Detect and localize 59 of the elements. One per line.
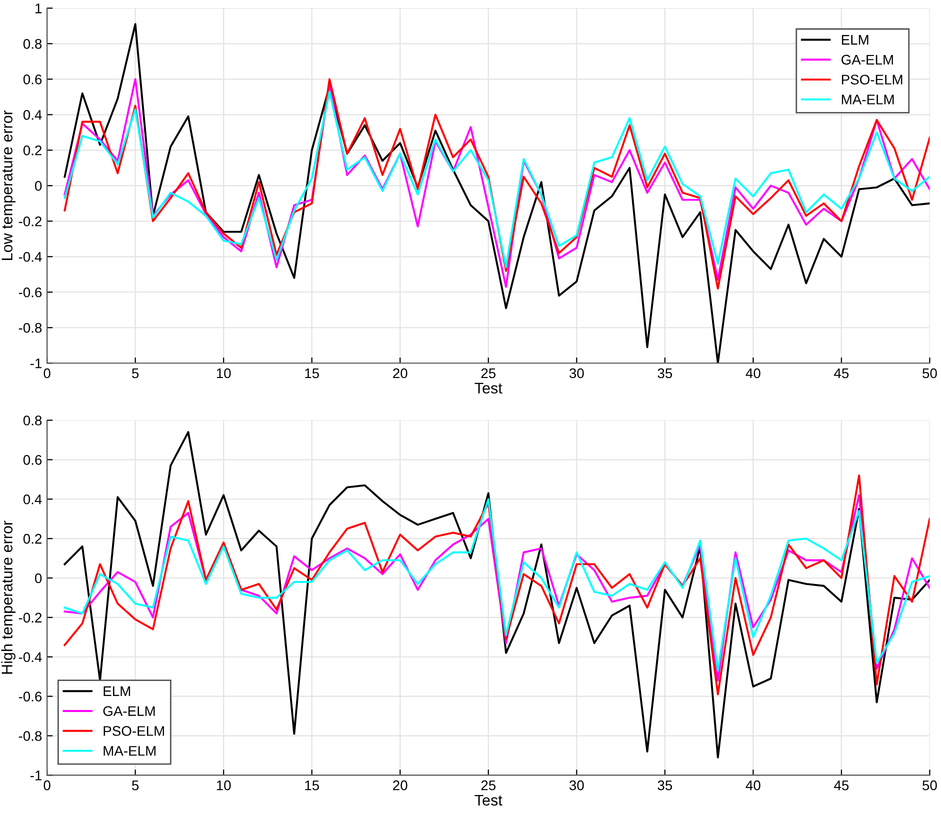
y-tick-label: -0.6 xyxy=(18,692,42,702)
legend-label: MA-ELM xyxy=(104,746,156,756)
legend-label: GA-ELM xyxy=(103,706,155,716)
x-tick-label: 35 xyxy=(658,780,672,790)
y-tick-label: 0.6 xyxy=(23,74,42,84)
y-tick-label: 0 xyxy=(35,573,42,584)
y-tick-label: 0.8 xyxy=(23,416,42,426)
x-tick-label: 40 xyxy=(746,368,760,378)
legend-label: ELM xyxy=(842,35,868,45)
y-tick-label: 0.2 xyxy=(23,534,42,544)
x-tick-label: 25 xyxy=(481,368,496,378)
line-series xyxy=(64,90,930,268)
x-tick-label: 5 xyxy=(132,368,139,378)
legend-label: MA-ELM xyxy=(842,94,894,104)
y-tick-label: 0.6 xyxy=(23,455,42,465)
y-tick-label: 0.4 xyxy=(23,110,42,120)
x-tick-label: 20 xyxy=(393,368,408,378)
y-tick-label: 0 xyxy=(35,180,42,191)
y-tick-label: 1 xyxy=(36,4,42,14)
line-series xyxy=(64,23,930,364)
y-tick-label: -1 xyxy=(30,770,42,780)
y-axis-title: High temperature error xyxy=(1,520,16,674)
y-tick-label: -1 xyxy=(30,358,42,368)
y-tick-label: -0.2 xyxy=(18,612,42,623)
x-axis-title: Test xyxy=(474,382,502,394)
legend-label: GA-ELM xyxy=(842,54,893,65)
x-tick-label: 20 xyxy=(393,780,408,790)
x-tick-label: 30 xyxy=(569,780,584,790)
legend-label: PSO-ELM xyxy=(842,74,902,85)
x-tick-label: 5 xyxy=(132,780,139,790)
legend-label: ELM xyxy=(104,686,130,696)
y-tick-label: -0.8 xyxy=(18,322,42,333)
y-tick-label: -0.8 xyxy=(18,731,42,741)
y-tick-label: -0.4 xyxy=(18,252,42,262)
y-tick-label: 0.4 xyxy=(23,494,42,504)
y-tick-label: -0.6 xyxy=(18,287,42,298)
y-tick-label: -0.4 xyxy=(18,652,42,662)
x-tick-label: 35 xyxy=(658,368,672,378)
x-tick-label: 45 xyxy=(834,368,849,378)
y-tick-label: 0.2 xyxy=(23,145,42,156)
legend-label: PSO-ELM xyxy=(104,726,164,736)
x-tick-label: 0 xyxy=(44,780,50,790)
x-tick-label: 15 xyxy=(305,368,319,378)
x-tick-label: 15 xyxy=(305,780,319,790)
line-series xyxy=(64,474,930,696)
x-tick-label: 10 xyxy=(216,368,231,378)
x-tick-label: 10 xyxy=(216,780,231,790)
x-tick-label: 45 xyxy=(834,780,849,790)
x-axis-title: Test xyxy=(474,794,502,806)
x-tick-label: 50 xyxy=(922,780,937,790)
x-tick-label: 30 xyxy=(569,368,584,378)
x-tick-label: 0 xyxy=(44,368,50,378)
x-tick-label: 25 xyxy=(481,780,496,790)
x-tick-label: 40 xyxy=(746,780,760,790)
line-series xyxy=(64,431,930,758)
y-axis-title: Low temperature error xyxy=(2,110,16,260)
y-tick-label: 0.8 xyxy=(23,38,42,49)
x-tick-label: 50 xyxy=(922,368,937,378)
y-tick-label: -0.2 xyxy=(18,216,42,226)
